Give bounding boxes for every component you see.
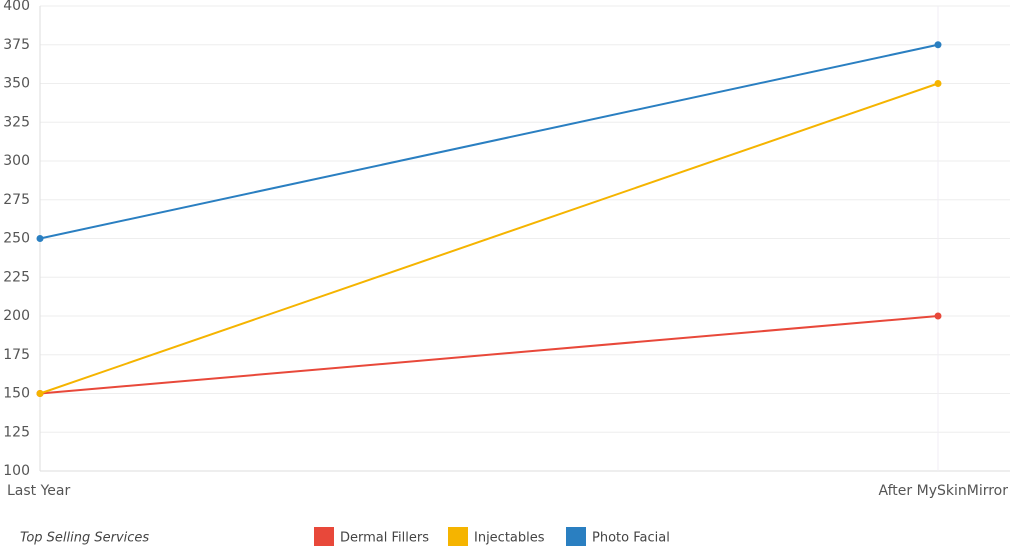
chart-title: Top Selling Services <box>20 531 149 546</box>
line <box>39 82 939 395</box>
y-tick-label: 150 <box>3 386 30 402</box>
y-tick-label: 125 <box>3 424 30 440</box>
point <box>36 235 44 242</box>
y-tick-label: 250 <box>3 231 30 247</box>
y-tick-label: 225 <box>3 269 30 285</box>
y-tick-label: 200 <box>3 308 30 324</box>
y-tick-label: 300 <box>3 153 30 169</box>
line <box>39 43 939 240</box>
legend-label: Dermal Fillers <box>340 531 429 546</box>
point <box>934 41 942 49</box>
legend-swatch <box>314 527 334 546</box>
line <box>39 315 939 395</box>
y-tick-label: 375 <box>3 37 30 53</box>
point <box>36 390 44 397</box>
legend-label: Photo Facial <box>592 531 670 546</box>
point <box>934 80 942 87</box>
y-tick-label: 350 <box>3 76 30 92</box>
point <box>934 312 942 320</box>
legend-swatch <box>448 527 468 546</box>
y-tick-label: 275 <box>3 192 30 208</box>
legend-label: Injectables <box>474 531 545 546</box>
y-tick-label: 325 <box>3 114 30 130</box>
x-tick-label: After MySkinMirror <box>879 483 1009 499</box>
y-tick-label: 100 <box>3 463 30 479</box>
x-tick-label: Last Year <box>7 483 70 499</box>
legend-swatch <box>566 527 586 546</box>
y-tick-label: 175 <box>3 347 30 363</box>
y-tick-label: 400 <box>3 0 30 14</box>
